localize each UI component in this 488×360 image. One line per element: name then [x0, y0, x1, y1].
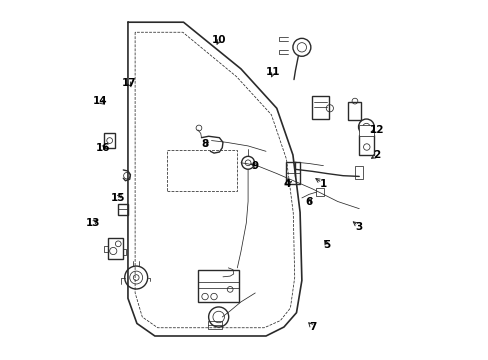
Bar	[311, 96, 328, 119]
Bar	[167, 149, 237, 191]
Text: 3: 3	[355, 222, 362, 231]
Text: 11: 11	[265, 67, 280, 77]
Text: 16: 16	[95, 143, 110, 153]
Bar	[118, 204, 128, 215]
Bar	[359, 135, 373, 155]
Bar	[207, 321, 222, 329]
Bar	[354, 166, 362, 179]
Text: 10: 10	[212, 35, 226, 45]
Text: 17: 17	[122, 78, 136, 88]
Bar	[107, 238, 122, 259]
Text: 6: 6	[305, 197, 312, 207]
Text: 5: 5	[323, 239, 330, 249]
Text: 2: 2	[373, 150, 380, 160]
Bar	[104, 134, 115, 148]
Text: 13: 13	[86, 218, 100, 228]
Bar	[348, 102, 360, 120]
Text: 15: 15	[111, 193, 125, 203]
Text: 14: 14	[93, 96, 107, 106]
Bar	[358, 126, 373, 135]
Bar	[285, 162, 300, 184]
Text: 7: 7	[308, 322, 316, 332]
Text: 12: 12	[369, 125, 384, 135]
Bar	[316, 188, 324, 196]
Text: 8: 8	[201, 139, 208, 149]
Bar	[198, 270, 239, 302]
Text: 4: 4	[283, 179, 291, 189]
Text: 1: 1	[319, 179, 326, 189]
Text: 9: 9	[251, 161, 258, 171]
